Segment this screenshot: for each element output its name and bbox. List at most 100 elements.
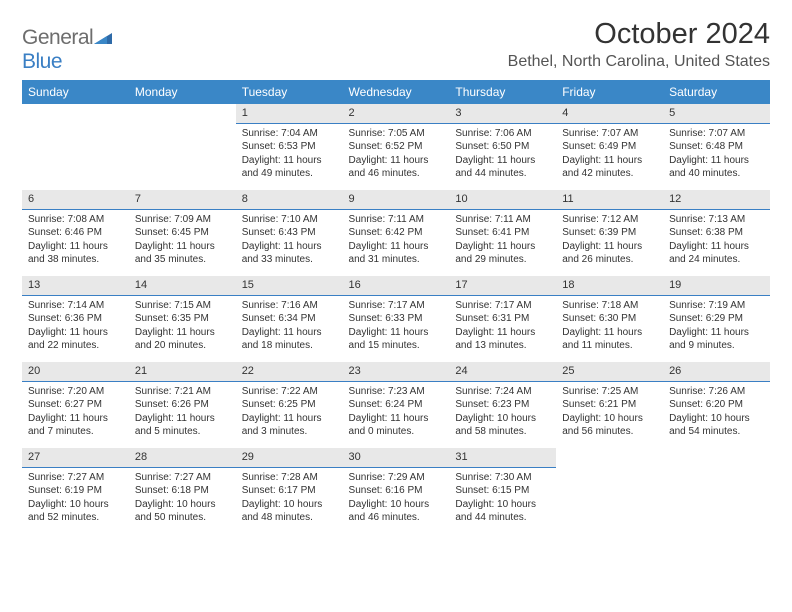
day-sunrise: Sunrise: 7:14 AM: [28, 299, 123, 313]
day-day2: and 7 minutes.: [28, 425, 123, 439]
calendar-cell: 8Sunrise: 7:10 AMSunset: 6:43 PMDaylight…: [236, 190, 343, 276]
day-sunrise: Sunrise: 7:10 AM: [242, 213, 337, 227]
day-number: 23: [343, 362, 450, 382]
calendar-cell: 24Sunrise: 7:24 AMSunset: 6:23 PMDayligh…: [449, 362, 556, 448]
header: GeneralBlue October 2024 Bethel, North C…: [22, 18, 770, 74]
day-number: 19: [663, 276, 770, 296]
day-day2: and 48 minutes.: [242, 511, 337, 525]
day-day2: and 20 minutes.: [135, 339, 230, 353]
day-day2: and 56 minutes.: [562, 425, 657, 439]
day-number: 27: [22, 448, 129, 468]
day-sunrise: Sunrise: 7:22 AM: [242, 385, 337, 399]
day-body: Sunrise: 7:24 AMSunset: 6:23 PMDaylight:…: [449, 382, 556, 441]
day-sunrise: Sunrise: 7:18 AM: [562, 299, 657, 313]
day-day1: Daylight: 10 hours: [28, 498, 123, 512]
calendar-cell: 18Sunrise: 7:18 AMSunset: 6:30 PMDayligh…: [556, 276, 663, 362]
day-day2: and 18 minutes.: [242, 339, 337, 353]
day-sunrise: Sunrise: 7:15 AM: [135, 299, 230, 313]
calendar-cell: 9Sunrise: 7:11 AMSunset: 6:42 PMDaylight…: [343, 190, 450, 276]
calendar-cell-blank: [129, 104, 236, 190]
day-sunset: Sunset: 6:41 PM: [455, 226, 550, 240]
day-day1: Daylight: 10 hours: [455, 412, 550, 426]
day-day1: Daylight: 11 hours: [349, 326, 444, 340]
day-day1: Daylight: 11 hours: [562, 154, 657, 168]
day-body: Sunrise: 7:09 AMSunset: 6:45 PMDaylight:…: [129, 210, 236, 269]
calendar-cell: 7Sunrise: 7:09 AMSunset: 6:45 PMDaylight…: [129, 190, 236, 276]
day-sunrise: Sunrise: 7:06 AM: [455, 127, 550, 141]
day-sunset: Sunset: 6:24 PM: [349, 398, 444, 412]
day-day2: and 26 minutes.: [562, 253, 657, 267]
day-number: 29: [236, 448, 343, 468]
calendar-cell: 28Sunrise: 7:27 AMSunset: 6:18 PMDayligh…: [129, 448, 236, 534]
day-sunset: Sunset: 6:48 PM: [669, 140, 764, 154]
day-sunrise: Sunrise: 7:27 AM: [28, 471, 123, 485]
day-sunrise: Sunrise: 7:08 AM: [28, 213, 123, 227]
day-sunrise: Sunrise: 7:24 AM: [455, 385, 550, 399]
location: Bethel, North Carolina, United States: [508, 53, 770, 71]
day-sunrise: Sunrise: 7:19 AM: [669, 299, 764, 313]
day-body: Sunrise: 7:05 AMSunset: 6:52 PMDaylight:…: [343, 124, 450, 183]
day-sunset: Sunset: 6:19 PM: [28, 484, 123, 498]
calendar-table: SundayMondayTuesdayWednesdayThursdayFrid…: [22, 80, 770, 534]
day-day2: and 22 minutes.: [28, 339, 123, 353]
day-sunrise: Sunrise: 7:17 AM: [455, 299, 550, 313]
day-sunset: Sunset: 6:23 PM: [455, 398, 550, 412]
calendar-cell: 20Sunrise: 7:20 AMSunset: 6:27 PMDayligh…: [22, 362, 129, 448]
day-sunrise: Sunrise: 7:26 AM: [669, 385, 764, 399]
day-sunset: Sunset: 6:46 PM: [28, 226, 123, 240]
day-day2: and 49 minutes.: [242, 167, 337, 181]
day-number: 2: [343, 104, 450, 124]
day-day2: and 33 minutes.: [242, 253, 337, 267]
day-sunrise: Sunrise: 7:07 AM: [669, 127, 764, 141]
day-day1: Daylight: 11 hours: [562, 326, 657, 340]
day-day2: and 46 minutes.: [349, 511, 444, 525]
day-day1: Daylight: 10 hours: [562, 412, 657, 426]
day-number: 18: [556, 276, 663, 296]
day-body: Sunrise: 7:16 AMSunset: 6:34 PMDaylight:…: [236, 296, 343, 355]
day-body: Sunrise: 7:11 AMSunset: 6:41 PMDaylight:…: [449, 210, 556, 269]
day-number: 5: [663, 104, 770, 124]
day-sunset: Sunset: 6:49 PM: [562, 140, 657, 154]
day-day2: and 13 minutes.: [455, 339, 550, 353]
title-block: October 2024 Bethel, North Carolina, Uni…: [508, 18, 770, 71]
day-body: Sunrise: 7:04 AMSunset: 6:53 PMDaylight:…: [236, 124, 343, 183]
day-day1: Daylight: 11 hours: [349, 412, 444, 426]
day-day2: and 44 minutes.: [455, 167, 550, 181]
day-body: Sunrise: 7:10 AMSunset: 6:43 PMDaylight:…: [236, 210, 343, 269]
day-sunset: Sunset: 6:53 PM: [242, 140, 337, 154]
day-sunset: Sunset: 6:34 PM: [242, 312, 337, 326]
calendar-cell: 11Sunrise: 7:12 AMSunset: 6:39 PMDayligh…: [556, 190, 663, 276]
weekday-header: Saturday: [663, 80, 770, 104]
day-day2: and 42 minutes.: [562, 167, 657, 181]
day-day1: Daylight: 11 hours: [455, 240, 550, 254]
calendar-week: 20Sunrise: 7:20 AMSunset: 6:27 PMDayligh…: [22, 362, 770, 448]
day-day1: Daylight: 11 hours: [135, 240, 230, 254]
calendar-cell: 14Sunrise: 7:15 AMSunset: 6:35 PMDayligh…: [129, 276, 236, 362]
calendar-cell: 5Sunrise: 7:07 AMSunset: 6:48 PMDaylight…: [663, 104, 770, 190]
day-body: Sunrise: 7:13 AMSunset: 6:38 PMDaylight:…: [663, 210, 770, 269]
day-sunrise: Sunrise: 7:28 AM: [242, 471, 337, 485]
day-sunrise: Sunrise: 7:20 AM: [28, 385, 123, 399]
day-day2: and 58 minutes.: [455, 425, 550, 439]
day-sunset: Sunset: 6:52 PM: [349, 140, 444, 154]
calendar-cell: 26Sunrise: 7:26 AMSunset: 6:20 PMDayligh…: [663, 362, 770, 448]
day-body: Sunrise: 7:11 AMSunset: 6:42 PMDaylight:…: [343, 210, 450, 269]
day-body: Sunrise: 7:14 AMSunset: 6:36 PMDaylight:…: [22, 296, 129, 355]
calendar-head: SundayMondayTuesdayWednesdayThursdayFrid…: [22, 80, 770, 104]
calendar-cell: 3Sunrise: 7:06 AMSunset: 6:50 PMDaylight…: [449, 104, 556, 190]
day-number: 4: [556, 104, 663, 124]
day-sunset: Sunset: 6:42 PM: [349, 226, 444, 240]
calendar-cell: 16Sunrise: 7:17 AMSunset: 6:33 PMDayligh…: [343, 276, 450, 362]
day-day2: and 54 minutes.: [669, 425, 764, 439]
day-number: [663, 448, 770, 467]
weekday-header: Friday: [556, 80, 663, 104]
day-body: Sunrise: 7:20 AMSunset: 6:27 PMDaylight:…: [22, 382, 129, 441]
day-body: Sunrise: 7:17 AMSunset: 6:31 PMDaylight:…: [449, 296, 556, 355]
day-number: 17: [449, 276, 556, 296]
calendar-week: 6Sunrise: 7:08 AMSunset: 6:46 PMDaylight…: [22, 190, 770, 276]
day-number: 14: [129, 276, 236, 296]
calendar-cell: 4Sunrise: 7:07 AMSunset: 6:49 PMDaylight…: [556, 104, 663, 190]
calendar-cell: 10Sunrise: 7:11 AMSunset: 6:41 PMDayligh…: [449, 190, 556, 276]
day-number: 28: [129, 448, 236, 468]
logo-part2: Blue: [22, 50, 62, 73]
